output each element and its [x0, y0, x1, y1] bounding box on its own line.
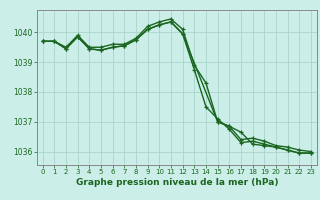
X-axis label: Graphe pression niveau de la mer (hPa): Graphe pression niveau de la mer (hPa) [76, 178, 278, 187]
